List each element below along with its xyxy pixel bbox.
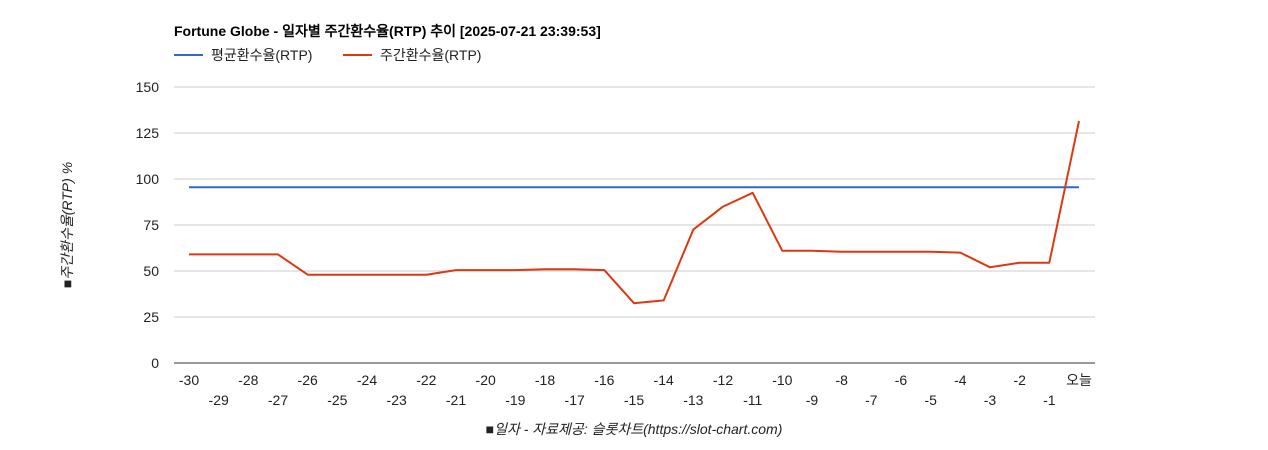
x-tick-label: -19 (505, 392, 525, 408)
x-tick-label: -12 (713, 372, 733, 388)
legend-label-average: 평균환수율(RTP) (211, 47, 312, 63)
x-tick-label: -18 (535, 372, 555, 388)
y-tick-label: 100 (136, 171, 160, 187)
y-tick-label: 150 (136, 79, 160, 95)
x-tick-label: -11 (743, 392, 762, 408)
x-tick-label: -14 (654, 372, 674, 388)
x-tick-label: -3 (984, 392, 997, 408)
x-tick-label: -13 (683, 392, 703, 408)
x-tick-label: -28 (238, 372, 258, 388)
y-tick-label: 0 (151, 355, 159, 371)
legend: 평균환수율(RTP) 주간환수율(RTP) (174, 47, 481, 63)
y-tick-label: 75 (143, 217, 159, 233)
series-line-weekly (189, 120, 1080, 305)
x-axis-title: ■일자 - 자료제공: 슬롯차트(https://slot-chart.com) (486, 421, 783, 437)
x-axis-ticks: -30-29-28-27-26-25-24-23-22-21-20-19-18-… (179, 372, 1092, 408)
x-tick-label: -16 (594, 372, 614, 388)
x-tick-label: -17 (565, 392, 585, 408)
x-tick-label: -27 (268, 392, 288, 408)
legend-label-weekly: 주간환수율(RTP) (380, 47, 481, 63)
x-tick-label: -9 (806, 392, 819, 408)
y-axis-title: ■주간환수율(RTP) % (59, 162, 75, 288)
grid (174, 86, 1095, 364)
x-tick-label: -29 (209, 392, 229, 408)
x-tick-label: -20 (476, 372, 496, 388)
x-tick-label: -30 (179, 372, 199, 388)
x-tick-label: -22 (416, 372, 436, 388)
x-tick-label: -5 (924, 392, 937, 408)
x-tick-label: -6 (895, 372, 908, 388)
y-tick-label: 25 (143, 309, 159, 325)
series-layer (189, 120, 1080, 305)
chart-title: Fortune Globe - 일자별 주간환수율(RTP) 추이 [2025-… (174, 23, 601, 39)
x-tick-label: -24 (357, 372, 377, 388)
x-tick-label: -15 (624, 392, 644, 408)
x-tick-label: -10 (772, 372, 792, 388)
legend-item-weekly[interactable]: 주간환수율(RTP) (343, 47, 481, 63)
x-tick-label: -25 (327, 392, 347, 408)
y-tick-label: 50 (143, 263, 159, 279)
y-axis-ticks: 0 25 50 75 100 125 150 (136, 79, 160, 371)
y-tick-label: 125 (136, 125, 160, 141)
x-tick-label: -4 (954, 372, 967, 388)
legend-item-average[interactable]: 평균환수율(RTP) (174, 47, 312, 63)
x-tick-label: -7 (865, 392, 878, 408)
x-tick-label: 오늘 (1066, 372, 1092, 388)
x-tick-label: -21 (446, 392, 466, 408)
x-tick-label: -1 (1043, 392, 1056, 408)
x-tick-label: -8 (835, 372, 848, 388)
x-tick-label: -2 (1013, 372, 1026, 388)
x-tick-label: -26 (298, 372, 318, 388)
x-tick-label: -23 (387, 392, 407, 408)
